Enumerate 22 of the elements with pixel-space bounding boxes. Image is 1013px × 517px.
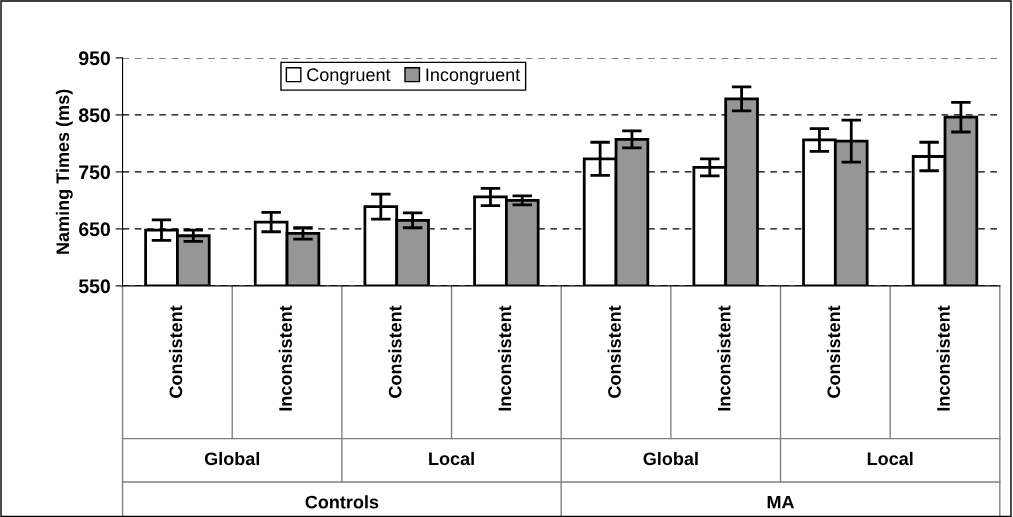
text: Global [204,451,260,466]
x-tick-label: Consistent [826,305,841,398]
y-tick-label: 750 [79,165,110,180]
text: Global [643,451,698,466]
y-axis-title: Naming Times (ms) [55,89,73,254]
x-tick-label: Inconsistent [936,305,950,411]
y-tick-label: 850 [78,108,110,123]
y-tick-label: 650 [79,222,110,237]
legend-label: Congruent [307,68,391,85]
text: Local [429,451,474,466]
text: MA [767,495,795,509]
x-tick-label: Consistent [168,305,183,398]
y-tick-label: 550 [78,279,110,294]
x-tick-label: Inconsistent [717,305,731,411]
text: Controls [305,495,379,509]
text: Local [867,451,913,466]
x-tick-label: Consistent [388,305,402,398]
y-tick-label: 950 [79,51,110,66]
x-tick-label: Inconsistent [497,305,512,411]
legend-label: Incongruent [426,68,521,85]
x-tick-label: Inconsistent [278,305,292,411]
x-tick-label: Consistent [607,305,621,398]
